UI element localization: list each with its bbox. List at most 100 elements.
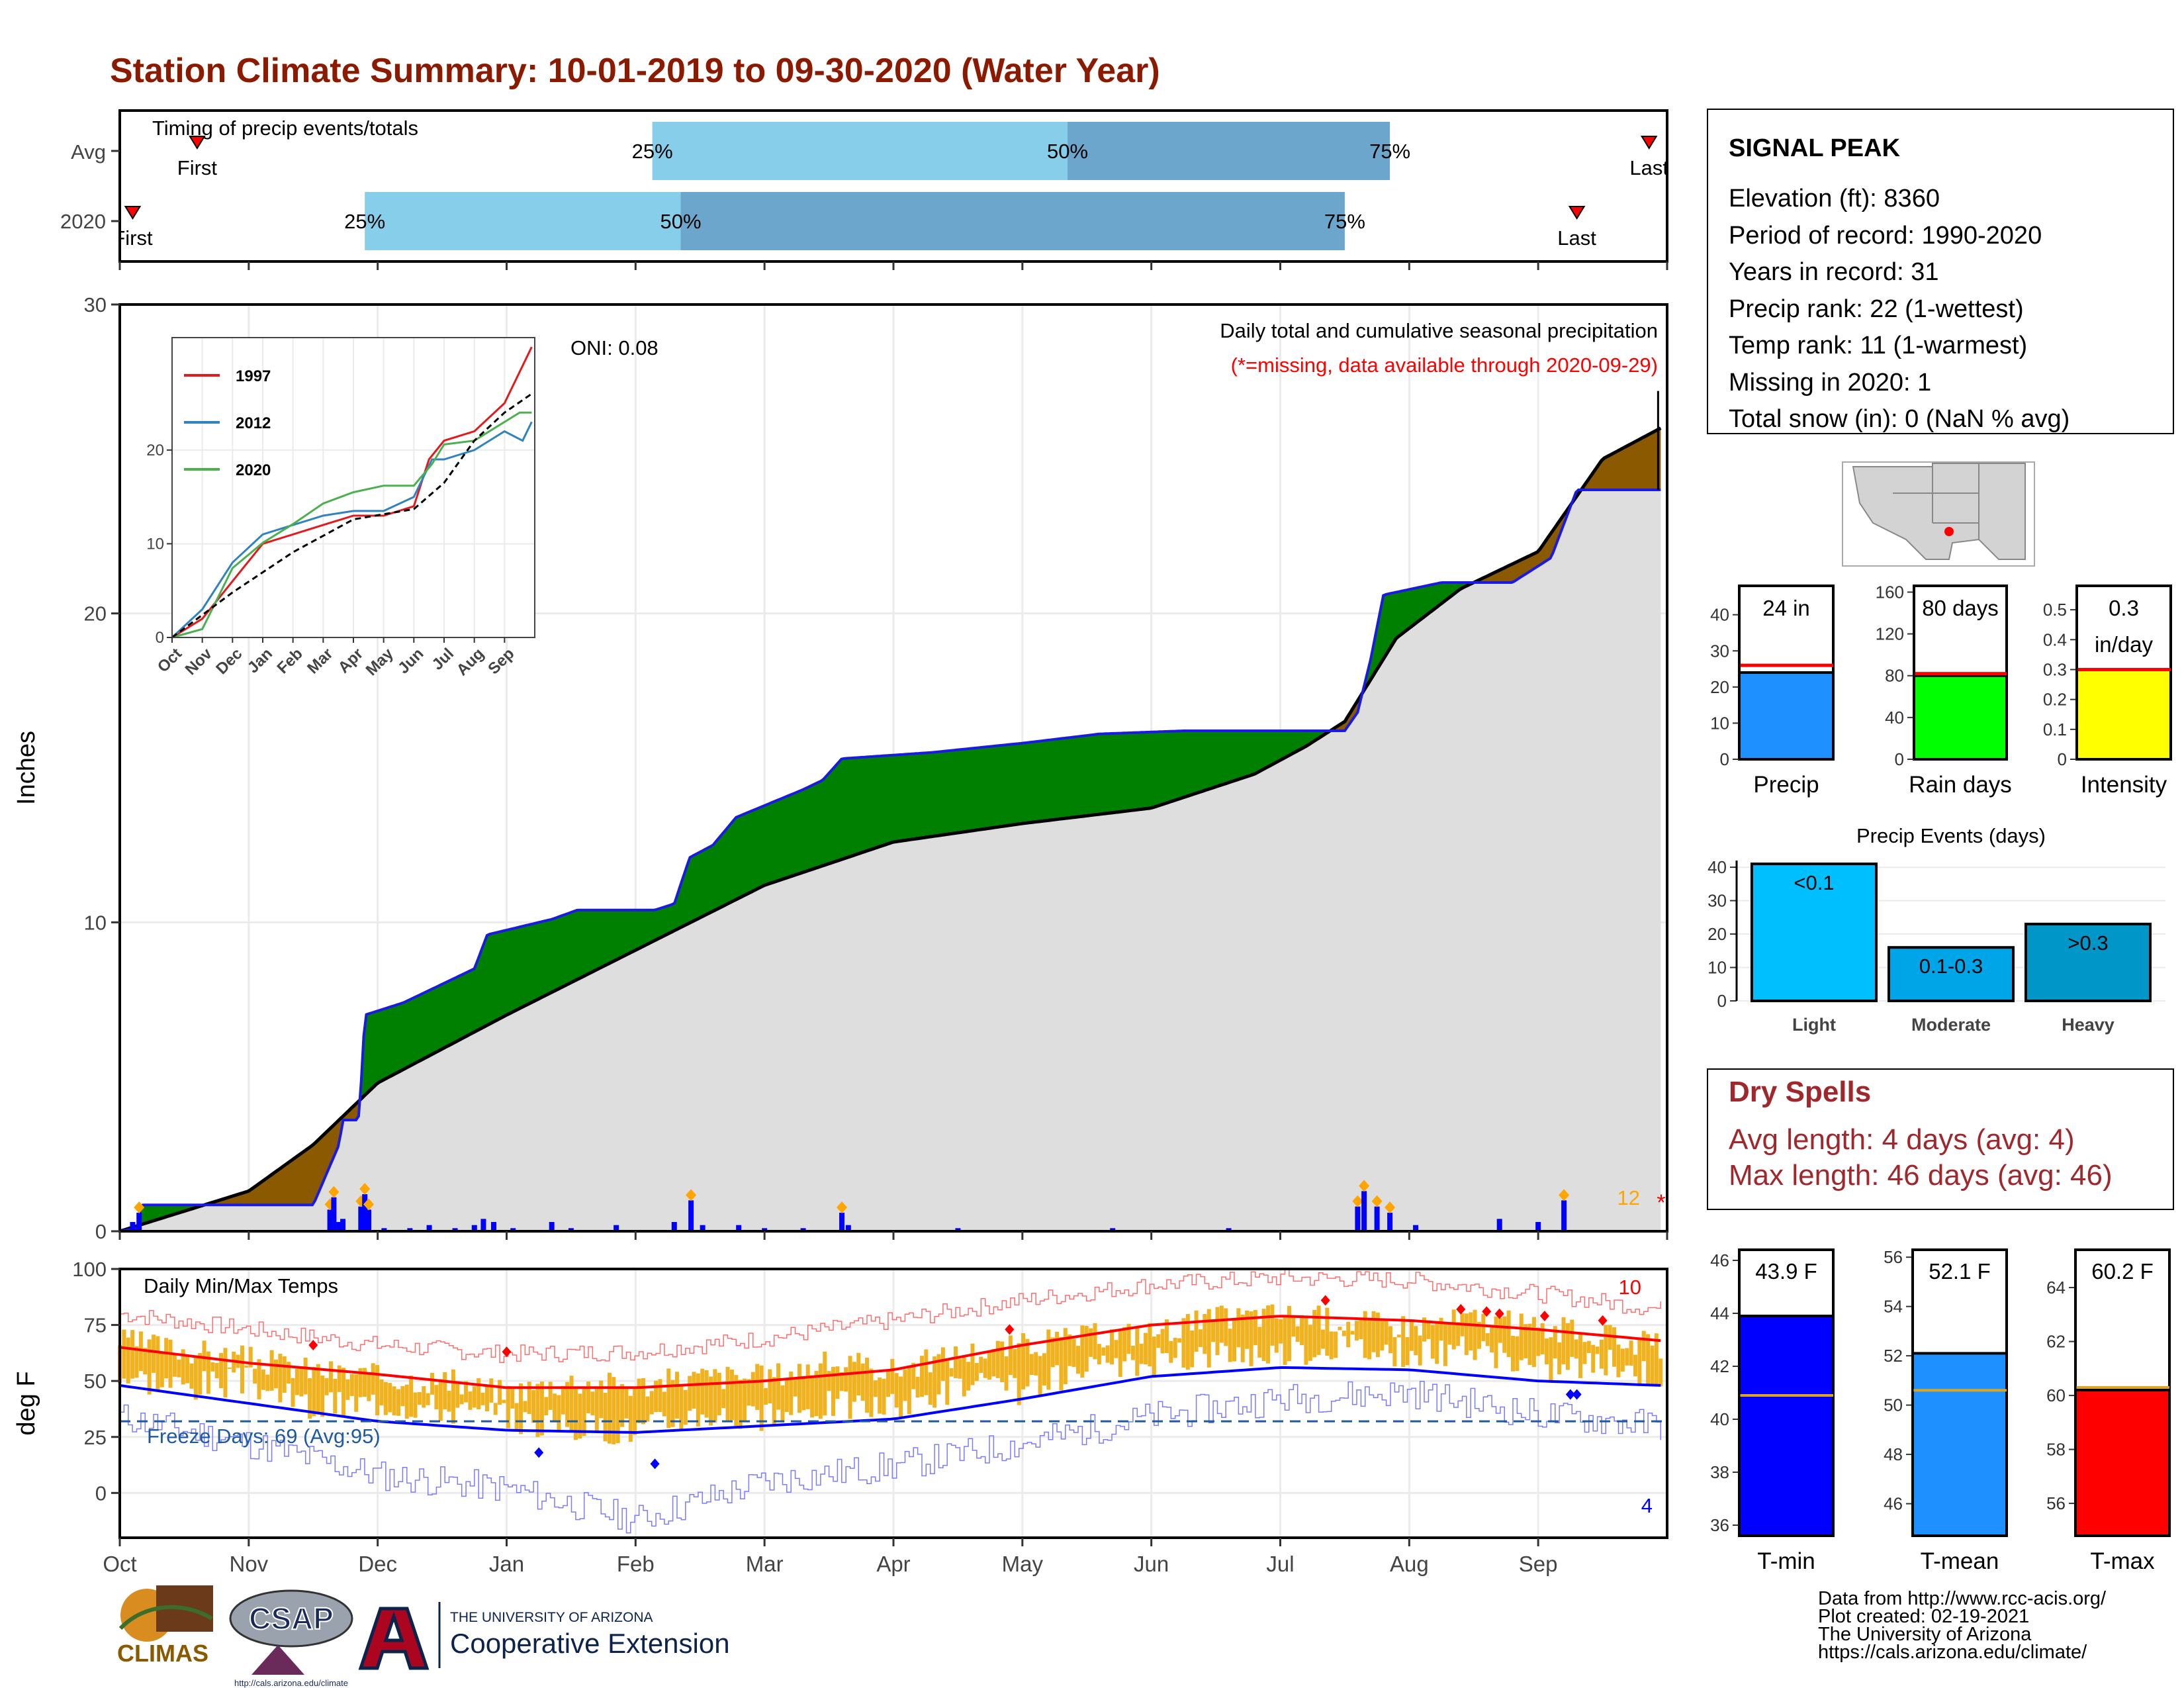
precip-event-category-label: Heavy [2062, 1015, 2115, 1035]
station-period: Period of record: 1990-2020 [1729, 222, 2042, 250]
record-high-marker [1456, 1303, 1466, 1315]
daily-temp-bar [1565, 1323, 1570, 1370]
daily-temp-bar [894, 1373, 899, 1408]
daily-temp-bar [219, 1352, 224, 1389]
daily-temp-bar [860, 1363, 865, 1401]
daily-temp-bar [1144, 1333, 1148, 1365]
daily-temp-bar [400, 1385, 405, 1407]
inset-y-tick-label: 20 [146, 442, 164, 459]
month-label: Feb [617, 1552, 655, 1576]
daily-temp-bar [1338, 1327, 1342, 1331]
daily-temp-bar [506, 1385, 510, 1429]
daily-temp-bar [1320, 1329, 1325, 1349]
summary-t-mean-y-tick-label: 56 [1884, 1247, 1903, 1267]
daily-temp-bar [780, 1385, 785, 1423]
daily-temp-bar [177, 1359, 181, 1378]
temp-y-label: deg F [13, 1371, 40, 1435]
daily-temp-bar [371, 1363, 375, 1395]
daily-temp-bar [886, 1370, 890, 1397]
daily-temp-bar [903, 1369, 907, 1401]
daily-temp-bar [253, 1368, 257, 1384]
summary-intensity-y-tick-label: 0.1 [2043, 720, 2067, 739]
daily-temp-bar [615, 1388, 620, 1444]
daily-temp-bar [308, 1378, 312, 1419]
daily-precip-bar [800, 1228, 806, 1231]
summary-value-label: 80 days [1922, 596, 1999, 620]
daily-temp-bar [156, 1336, 160, 1391]
temp-y-tick-label: 75 [84, 1314, 107, 1337]
precip-events-title: Precip Events (days) [1856, 824, 2046, 847]
daily-temp-bar [1068, 1334, 1072, 1366]
daily-temp-bar [349, 1374, 354, 1396]
dry-spells-max: Max length: 46 days (avg: 46) [1729, 1159, 2113, 1192]
daily-temp-bar [628, 1395, 633, 1442]
daily-temp-bar [899, 1376, 903, 1419]
daily-temp-bar [1266, 1305, 1271, 1364]
daily-temp-bar [827, 1371, 831, 1391]
daily-temp-bar [548, 1382, 553, 1410]
footer-plot-created: Plot created: 02-19-2021 [1818, 1606, 2029, 1627]
precip-chart-title: Daily total and cumulative seasonal prec… [1220, 319, 1658, 342]
daily-temp-bar [484, 1384, 489, 1411]
precip-event-bar-moderate [1888, 946, 2015, 1002]
daily-temp-bar [743, 1378, 747, 1422]
month-label: Jun [1134, 1552, 1169, 1576]
events-y-tick-label: 30 [1707, 891, 1727, 911]
daily-temp-bar [700, 1368, 705, 1415]
daily-temp-bar [979, 1356, 983, 1373]
daily-temp-bar [1371, 1311, 1376, 1352]
daily-temp-bar [1414, 1326, 1418, 1356]
daily-temp-bar [784, 1379, 789, 1412]
summary-precip-y-tick-label: 20 [1710, 677, 1729, 697]
daily-temp-bar [1612, 1327, 1617, 1367]
record-high-marker [1494, 1308, 1504, 1319]
month-label: Jan [489, 1552, 524, 1576]
daily-temp-bar [531, 1389, 536, 1423]
daily-temp-bar [1451, 1309, 1456, 1350]
temp-y-tick-label: 100 [72, 1258, 107, 1281]
daily-temp-bar [987, 1352, 992, 1380]
precip-chart-subtitle: (*=missing, data available through 2020-… [1231, 353, 1658, 377]
events-y-tick-label: 0 [1717, 991, 1727, 1011]
daily-temp-bar [1447, 1323, 1452, 1345]
timing-p75-label: 75% [1369, 140, 1410, 163]
station-temp-rank: Temp rank: 11 (1-warmest) [1729, 332, 2027, 359]
summary-rain-days-category-label: Rain days [1909, 772, 2012, 798]
daily-temp-bar [666, 1368, 671, 1429]
daily-precip-bar [1387, 1213, 1393, 1231]
summary-t-mean-bar [1911, 1352, 2008, 1538]
record-low-marker [1565, 1389, 1575, 1400]
month-label: Apr [876, 1552, 910, 1576]
daily-temp-bar [675, 1372, 680, 1419]
daily-temp-bar [738, 1380, 743, 1429]
station-info-frame [1707, 109, 2174, 434]
climas-wordmark: CLIMAS [117, 1640, 208, 1667]
daily-temp-bar [1549, 1337, 1553, 1382]
daily-temp-bar [1380, 1319, 1385, 1351]
daily-temp-bar [945, 1360, 950, 1405]
daily-temp-bar [333, 1378, 338, 1414]
summary-rain-days-y-tick-label: 0 [1895, 749, 1904, 769]
summary-rain-days-y-tick-label: 40 [1885, 708, 1904, 727]
missing-count: 12 [1617, 1186, 1640, 1209]
inset-series-line [171, 421, 533, 639]
daily-temp-bar [1287, 1305, 1291, 1362]
daily-temp-bar [878, 1378, 882, 1414]
timing-row-avg-label: Avg [71, 140, 106, 164]
daily-temp-bar [498, 1380, 502, 1405]
daily-precip-bar [480, 1219, 486, 1231]
daily-temp-bar [810, 1375, 815, 1418]
month-label: Jul [1266, 1552, 1294, 1576]
daily-temp-bar [1118, 1329, 1122, 1378]
daily-temp-bar [1283, 1316, 1287, 1365]
timing-last-label: Last [1629, 156, 1668, 179]
daily-precip-bar [327, 1209, 333, 1231]
observed-cumulative-line [119, 489, 1661, 1233]
precip-events-bars: 0 10 20 30 40 <0.1 Light 0.1-0.3 Moderate >0.3 Hea… [1707, 857, 2165, 1035]
summary-t-max-chart: 56 58 60 62 64 T-max 60.2 F [2046, 1248, 2171, 1574]
daily-temp-bar [839, 1372, 844, 1391]
daily-temp-bar [493, 1403, 498, 1415]
inset-series-line [171, 346, 533, 639]
daily-temp-bar [933, 1356, 937, 1408]
